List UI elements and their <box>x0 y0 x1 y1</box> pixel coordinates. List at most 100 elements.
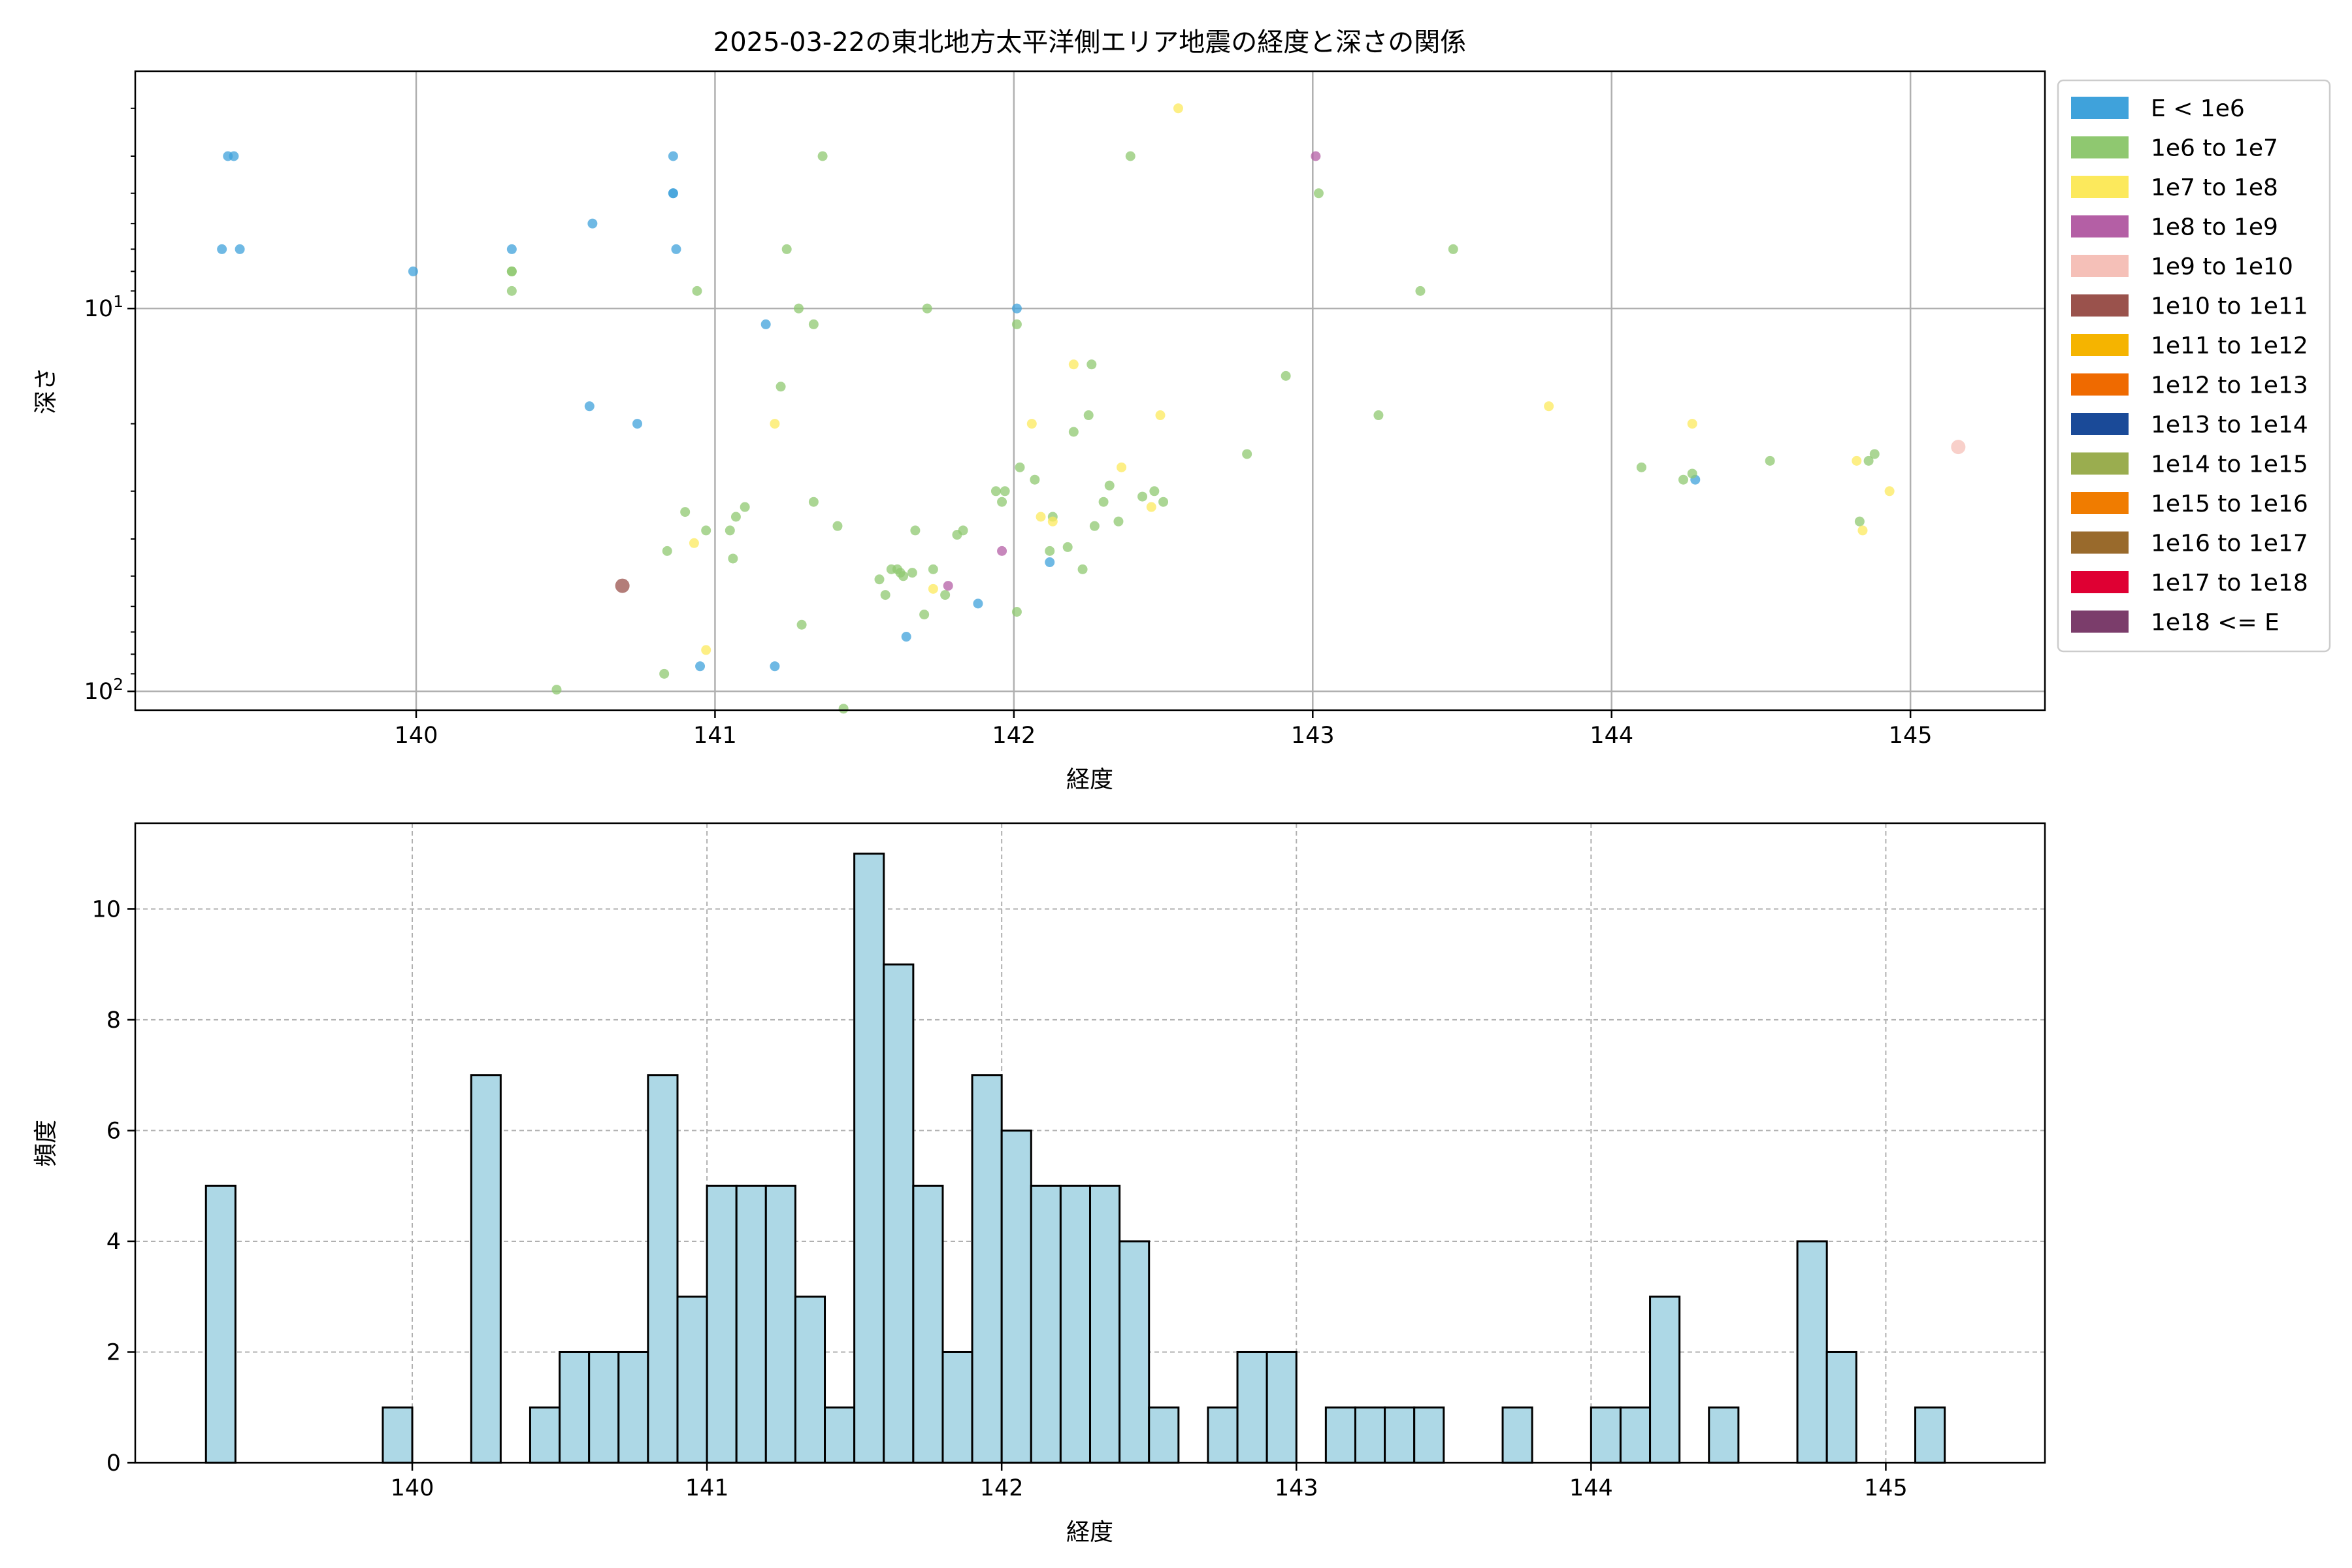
histogram-y-axis-label: 頻度 <box>33 1120 59 1167</box>
histogram-y-tick-label: 2 <box>106 1339 121 1365</box>
histogram-y-ticks: 0 2 4 6 8 10 <box>91 896 135 1477</box>
legend-swatch <box>2071 413 2129 435</box>
histogram-bar <box>382 1406 414 1464</box>
scatter-point <box>919 610 930 620</box>
scatter-point <box>760 319 771 329</box>
scatter-point <box>776 382 786 392</box>
histogram-bar <box>706 1184 738 1464</box>
scatter-x-tick-label: 143 <box>1291 723 1335 749</box>
scatter-point <box>1098 497 1109 507</box>
legend-swatch <box>2071 334 2129 356</box>
histogram-bar <box>559 1350 591 1464</box>
scatter-point <box>1678 474 1689 485</box>
legend-swatch <box>2071 176 2129 198</box>
scatter-point <box>781 244 792 254</box>
scatter-point <box>958 525 968 536</box>
legend-label: 1e15 to 1e16 <box>2151 491 2308 517</box>
scatter-point <box>973 598 983 609</box>
histogram-bar <box>1384 1406 1416 1464</box>
histogram-bar <box>1000 1129 1032 1464</box>
scatter-point <box>1062 542 1073 552</box>
scatter-point <box>943 581 953 591</box>
scatter-point <box>808 319 819 329</box>
legend-swatch <box>2071 136 2129 159</box>
scatter-point <box>940 590 951 600</box>
scatter-point <box>1047 516 1058 527</box>
scatter-point <box>551 685 562 695</box>
legend-swatch <box>2071 571 2129 593</box>
scatter-y-tick-label: 101 <box>84 292 123 322</box>
histogram-bar <box>941 1350 973 1464</box>
scatter-point <box>701 525 711 536</box>
scatter-point <box>689 538 699 548</box>
scatter-point <box>615 578 630 593</box>
scatter-point <box>928 564 938 574</box>
legend-label: 1e16 to 1e17 <box>2151 531 2308 557</box>
scatter-points <box>217 103 1966 714</box>
histogram-x-ticks: 140 141 142 143 144 145 <box>391 1463 1908 1501</box>
scatter-point <box>235 244 245 254</box>
scatter-point <box>1311 151 1321 161</box>
legend-label: 1e18 <= E <box>2151 610 2279 636</box>
histogram-y-tick-label: 6 <box>106 1118 121 1144</box>
histogram-bar <box>912 1184 944 1464</box>
scatter-x-tick-label: 140 <box>395 723 438 749</box>
scatter-point <box>1068 359 1079 370</box>
histogram-x-tick-label: 145 <box>1864 1475 1908 1501</box>
scatter-point <box>808 497 819 507</box>
scatter-point <box>1089 521 1100 531</box>
legend-label: 1e11 to 1e12 <box>2151 333 2308 359</box>
histogram-bar <box>1030 1184 1062 1464</box>
legend-label: 1e9 to 1e10 <box>2151 253 2293 280</box>
scatter-point <box>1155 410 1166 421</box>
scatter-point <box>1011 607 1022 617</box>
scatter-point <box>910 525 921 536</box>
legend-swatch <box>2071 294 2129 317</box>
legend-frame <box>2057 79 2331 653</box>
scatter-point <box>928 583 938 594</box>
scatter-point <box>1863 455 1874 466</box>
scatter-x-axis-label: 経度 <box>1066 766 1113 793</box>
scatter-point <box>1636 462 1646 472</box>
scatter-point <box>1077 564 1088 574</box>
scatter-point <box>794 303 804 314</box>
legend-swatch <box>2071 97 2129 119</box>
histogram-bar <box>735 1184 767 1464</box>
scatter-point <box>880 590 890 600</box>
histogram-bar <box>204 1184 237 1464</box>
scatter-point <box>1765 455 1775 466</box>
scatter-point <box>1137 491 1148 502</box>
histogram-bar <box>1354 1406 1386 1464</box>
scatter-point <box>1857 525 1868 536</box>
histogram-bar <box>1796 1240 1828 1464</box>
histogram-x-tick-label: 143 <box>1275 1475 1318 1501</box>
scatter-point <box>1068 427 1079 437</box>
scatter-point <box>1026 419 1037 429</box>
histogram-x-tick-label: 141 <box>685 1475 729 1501</box>
scatter-point <box>1544 401 1554 412</box>
legend-label: 1e13 to 1e14 <box>2151 412 2308 438</box>
scatter-grid <box>135 71 2045 710</box>
histogram-bar <box>1619 1406 1652 1464</box>
scatter-y-axis-label: 深さ <box>33 367 59 414</box>
scatter-point <box>907 568 917 578</box>
scatter-point <box>668 151 678 161</box>
histogram-chart: 140 141 142 143 144 145 0 2 4 6 8 10 経度 頻度 <box>33 822 2046 1546</box>
scatter-y-ticks: 101 102 <box>84 292 135 705</box>
scatter-point <box>997 546 1007 556</box>
scatter-point <box>1448 244 1458 254</box>
scatter-point <box>1869 449 1880 459</box>
histogram-bar <box>1236 1350 1268 1464</box>
legend-label: 1e14 to 1e15 <box>2151 451 2308 478</box>
legend-swatch <box>2071 215 2129 238</box>
scatter-x-tick-label: 142 <box>992 723 1036 749</box>
scatter-point <box>671 244 681 254</box>
scatter-point <box>1045 557 1055 568</box>
scatter-legend: E < 1e6 1e6 to 1e7 1e7 to 1e8 1e8 to 1e9 1e9… <box>2057 79 2331 653</box>
scatter-point <box>728 553 738 564</box>
scatter-point <box>632 419 642 429</box>
scatter-point <box>1149 486 1160 497</box>
histogram-bar <box>794 1296 826 1464</box>
histogram-bar <box>1825 1350 1857 1464</box>
histogram-bar <box>1207 1406 1239 1464</box>
